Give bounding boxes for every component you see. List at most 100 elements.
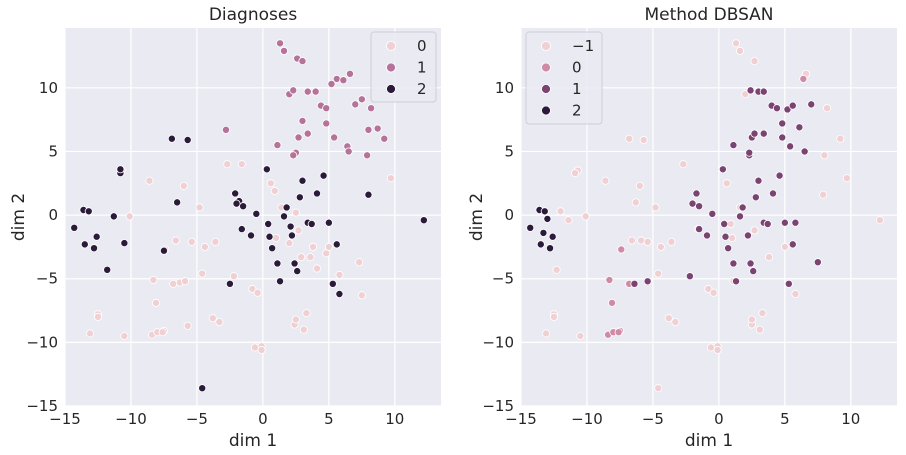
data-point xyxy=(746,86,755,95)
data-point xyxy=(293,267,302,276)
data-point xyxy=(778,119,787,128)
data-point xyxy=(231,189,240,198)
data-point xyxy=(807,100,816,109)
data-point xyxy=(294,133,303,142)
data-point xyxy=(750,57,759,66)
data-point xyxy=(654,269,663,278)
data-point xyxy=(86,329,95,338)
data-point xyxy=(772,104,781,113)
data-point xyxy=(738,203,747,212)
data-point xyxy=(357,291,366,300)
data-point xyxy=(614,328,623,337)
data-point xyxy=(125,212,134,221)
y-tick-label: 10 xyxy=(495,79,514,97)
diagnoses-chart-title: Diagnoses xyxy=(209,5,298,25)
data-point xyxy=(270,186,279,195)
data-point xyxy=(695,202,704,211)
series-0 xyxy=(86,160,395,354)
data-point xyxy=(289,151,298,160)
legend-marker xyxy=(541,41,551,51)
data-point xyxy=(637,236,646,245)
data-point xyxy=(298,176,307,185)
data-point xyxy=(335,270,344,279)
data-point xyxy=(306,253,315,262)
data-point xyxy=(328,279,337,288)
data-point xyxy=(273,141,282,150)
data-point xyxy=(268,244,277,253)
data-point xyxy=(747,315,756,324)
data-point xyxy=(643,277,652,286)
data-point xyxy=(324,242,333,251)
data-point xyxy=(344,147,353,156)
data-point xyxy=(745,148,754,157)
data-point xyxy=(708,209,717,218)
data-point xyxy=(759,87,768,96)
y-tick-label: −10 xyxy=(26,333,58,351)
y-tick-label: 10 xyxy=(39,79,58,97)
data-point xyxy=(728,233,737,242)
legend-label: −1 xyxy=(572,37,594,55)
legend-marker xyxy=(541,105,551,116)
data-point xyxy=(339,76,348,85)
data-point xyxy=(540,207,549,216)
data-point xyxy=(759,129,768,138)
data-point xyxy=(173,198,182,207)
series-1 xyxy=(221,39,389,160)
data-point xyxy=(685,272,694,281)
data-point xyxy=(285,239,294,248)
data-point xyxy=(103,265,112,274)
data-point xyxy=(651,203,660,212)
data-point xyxy=(743,231,752,240)
series-3 xyxy=(526,205,557,253)
data-point xyxy=(688,199,697,208)
legend: −1 0 1 2 xyxy=(525,31,603,125)
y-tick-label: −5 xyxy=(492,270,514,288)
x-tick-label: 10 xyxy=(841,410,860,428)
data-point xyxy=(608,298,617,307)
data-point xyxy=(750,129,759,138)
x-tick-label: 0 xyxy=(258,410,268,428)
x-tick-label: −10 xyxy=(571,410,603,428)
data-point xyxy=(695,225,704,234)
data-point xyxy=(656,242,665,251)
data-point xyxy=(778,133,787,142)
legend-marker xyxy=(541,84,551,94)
data-point xyxy=(273,259,282,268)
data-point xyxy=(564,216,573,225)
data-point xyxy=(601,176,610,185)
data-point xyxy=(303,87,312,96)
data-point xyxy=(272,233,281,242)
x-tick-label: −15 xyxy=(505,410,537,428)
data-point xyxy=(266,179,275,188)
data-point xyxy=(768,189,777,198)
data-point xyxy=(290,259,299,268)
data-point xyxy=(546,244,555,253)
data-point xyxy=(631,198,640,207)
data-point xyxy=(780,218,789,227)
data-point xyxy=(276,39,285,48)
data-point xyxy=(253,288,262,297)
dbscan-y-axis-label: dim 2 xyxy=(467,193,487,241)
x-tick-label: 5 xyxy=(780,410,790,428)
data-point xyxy=(788,101,797,110)
data-point xyxy=(252,209,261,218)
data-point xyxy=(221,125,230,134)
dbscan-scatter-panel: Method DBSAN dim 1 dim 2 −15 −10 −5 0 5 10−15… xyxy=(467,5,897,451)
data-point xyxy=(322,119,331,128)
data-point xyxy=(312,189,321,198)
data-point xyxy=(784,279,793,288)
data-point xyxy=(312,264,321,273)
x-tick-label: −5 xyxy=(642,410,664,428)
data-point xyxy=(298,57,307,66)
data-point xyxy=(297,253,306,262)
data-point xyxy=(198,384,207,393)
series-1 xyxy=(604,74,808,339)
data-point xyxy=(763,219,772,228)
data-point xyxy=(280,212,289,221)
data-point xyxy=(373,124,382,133)
data-point xyxy=(732,39,741,48)
data-point xyxy=(152,298,161,307)
data-point xyxy=(298,116,307,125)
data-point xyxy=(630,279,639,288)
legend: 0 1 2 xyxy=(370,31,437,103)
